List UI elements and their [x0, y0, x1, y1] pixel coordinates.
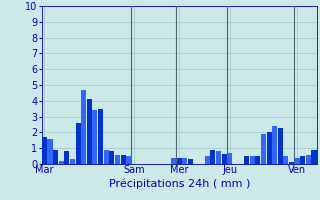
Bar	[244, 156, 249, 164]
Bar	[216, 151, 221, 164]
Bar	[250, 156, 255, 164]
Bar	[205, 156, 210, 164]
Bar	[126, 156, 131, 164]
Bar	[278, 128, 283, 164]
Bar	[255, 156, 260, 164]
Bar	[300, 156, 305, 164]
Bar	[210, 150, 215, 164]
Bar	[171, 158, 176, 164]
Bar	[92, 110, 98, 164]
Bar	[182, 158, 187, 164]
Bar	[109, 151, 114, 164]
Bar	[64, 151, 69, 164]
Bar	[261, 134, 266, 164]
Bar	[53, 150, 58, 164]
Bar	[104, 150, 109, 164]
Bar	[306, 155, 311, 164]
Bar	[289, 162, 294, 164]
Bar	[76, 123, 81, 164]
Bar	[272, 126, 277, 164]
X-axis label: Précipitations 24h ( mm ): Précipitations 24h ( mm )	[108, 178, 250, 189]
Bar	[98, 109, 103, 164]
Bar	[227, 153, 232, 164]
Bar	[177, 158, 182, 164]
Bar	[47, 139, 52, 164]
Bar	[267, 132, 272, 164]
Bar	[295, 158, 300, 164]
Bar	[284, 156, 288, 164]
Bar	[222, 154, 227, 164]
Bar	[115, 155, 120, 164]
Bar	[121, 155, 125, 164]
Bar	[59, 161, 64, 164]
Bar	[70, 159, 75, 164]
Bar	[188, 159, 193, 164]
Bar	[87, 99, 92, 164]
Bar	[311, 150, 316, 164]
Bar	[42, 137, 47, 164]
Bar	[81, 90, 86, 164]
